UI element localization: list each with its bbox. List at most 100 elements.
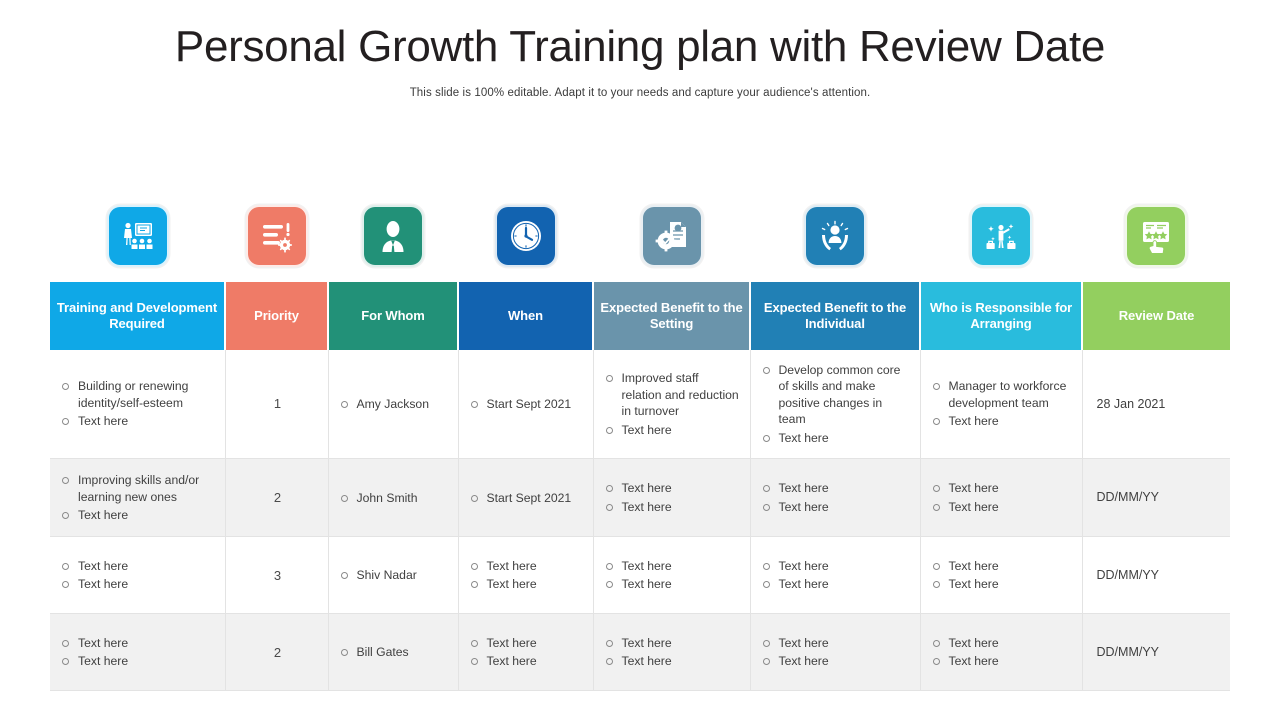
table-row: Improving skills and/or learning new one… [50,458,1230,538]
bullet-list: Text here Text here [60,635,217,670]
priority-list-settings-icon[interactable] [245,205,308,267]
bullet-item: Text here [931,558,1074,574]
review-rating-icon[interactable] [1125,205,1187,267]
bullet-item: Text here [60,558,217,574]
training-presentation-icon[interactable] [106,205,169,267]
bullet-item: Shiv Nadar [339,567,450,583]
cell-benefit_individual: Text here Text here [750,536,921,615]
bullet-item: Text here [761,558,912,574]
cell-benefit_setting: Text here Text here [593,458,751,538]
bullet-item: Text here [761,480,912,496]
training-plan-table: Training and Development Required Priorit… [50,282,1230,692]
bullet-item: Text here [931,653,1074,669]
table-row: Text here Text here 2 Bill Gates Text here Te… [50,613,1230,692]
bullet-item: Develop common core of skills and make p… [761,362,912,428]
bullet-item: Text here [761,635,912,651]
icon-cell-2 [328,205,458,267]
cell-responsible: Manager to workforce development team Tex… [920,350,1083,460]
bullet-item: Text here [604,635,742,651]
page-subtitle: This slide is 100% editable. Adapt it to… [409,86,871,99]
bullet-list: Amy Jackson [339,396,450,412]
table-row: Text here Text here 3 Shiv Nadar Text here Te… [50,536,1230,615]
employee-support-icon[interactable] [804,205,866,267]
bullet-item: Text here [60,635,217,651]
cell-responsible: Text here Text here [920,458,1083,538]
bullet-item: Text here [761,576,912,592]
icon-row [50,205,1230,267]
bullet-item: Text here [469,653,585,669]
bullet-list: Text here Text here [604,635,742,670]
person-user-icon[interactable] [362,205,424,267]
bullet-list: Text here Text here [604,558,742,593]
bullet-list: Text here Text here [469,558,585,593]
bullet-item: Text here [60,413,217,429]
bullet-list: Manager to workforce development team Tex… [931,378,1074,429]
bullet-list: Text here Text here [761,480,912,515]
bullet-item: Text here [60,507,217,523]
bullet-list: Text here Text here [931,480,1074,515]
cell-training: Improving skills and/or learning new one… [50,458,226,538]
cell-responsible: Text here Text here [920,536,1083,615]
cell-benefit_setting: Improved staff relation and reduction in… [593,350,751,460]
cell-training: Building or renewing identity/self-estee… [50,350,226,460]
bullet-list: Text here Text here [604,480,742,515]
column-header-0: Training and Development Required [50,282,226,350]
bullet-item: Start Sept 2021 [469,396,585,412]
table-row: Building or renewing identity/self-estee… [50,350,1230,460]
cell-priority: 1 [225,350,329,460]
bullet-item: Text here [604,422,742,438]
icon-cell-5 [750,205,920,267]
bullet-list: Building or renewing identity/self-estee… [60,378,217,429]
bullet-item: Start Sept 2021 [469,490,585,506]
bullet-item: Text here [604,480,742,496]
cell-review_date: DD/MM/YY [1082,458,1230,538]
bullet-item: Building or renewing identity/self-estee… [60,378,217,411]
bullet-list: Text here Text here [60,558,217,593]
column-header-4: Expected Benefit to the Setting [593,282,751,350]
cell-priority: 3 [225,536,329,615]
bullet-list: Bill Gates [339,644,450,660]
bullet-item: Improving skills and/or learning new one… [60,472,217,505]
gear-document-icon[interactable] [640,205,703,267]
bullet-item: Improved staff relation and reduction in… [604,370,742,419]
cell-benefit_setting: Text here Text here [593,613,751,692]
bullet-item: Text here [761,653,912,669]
cell-for_whom: Shiv Nadar [328,536,459,615]
column-header-6: Who is Responsible for Arranging [920,282,1083,350]
column-header-5: Expected Benefit to the Individual [750,282,921,350]
bullet-item: Text here [469,635,585,651]
bullet-item: Text here [931,499,1074,515]
cell-benefit_individual: Develop common core of skills and make p… [750,350,921,460]
cell-for_whom: John Smith [328,458,459,538]
cell-when: Start Sept 2021 [458,458,594,538]
bullet-list: Start Sept 2021 [469,490,585,506]
cell-when: Text here Text here [458,536,594,615]
column-header-1: Priority [225,282,329,350]
table-body: Building or renewing identity/self-estee… [50,350,1230,692]
bullet-item: Amy Jackson [339,396,450,412]
cell-training: Text here Text here [50,613,226,692]
bullet-list: John Smith [339,490,450,506]
cell-review_date: 28 Jan 2021 [1082,350,1230,460]
slide: Personal Growth Training plan with Revie… [0,22,1280,720]
bullet-list: Improved staff relation and reduction in… [604,370,742,438]
bullet-item: Text here [604,499,742,515]
career-growth-icon[interactable] [970,205,1032,267]
icon-cell-0 [50,205,225,267]
cell-for_whom: Bill Gates [328,613,459,692]
bullet-list: Start Sept 2021 [469,396,585,412]
icon-cell-4 [593,205,750,267]
bullet-list: Develop common core of skills and make p… [761,362,912,446]
icon-cell-3 [458,205,593,267]
bullet-list: Improving skills and/or learning new one… [60,472,217,523]
bullet-list: Text here Text here [469,635,585,670]
cell-benefit_setting: Text here Text here [593,536,751,615]
bullet-item: Bill Gates [339,644,450,660]
cell-benefit_individual: Text here Text here [750,458,921,538]
bullet-item: Text here [931,576,1074,592]
bullet-item: Text here [60,576,217,592]
cell-when: Text here Text here [458,613,594,692]
bullet-item: Text here [469,576,585,592]
bullet-item: Text here [604,653,742,669]
clock-icon[interactable] [494,205,557,267]
